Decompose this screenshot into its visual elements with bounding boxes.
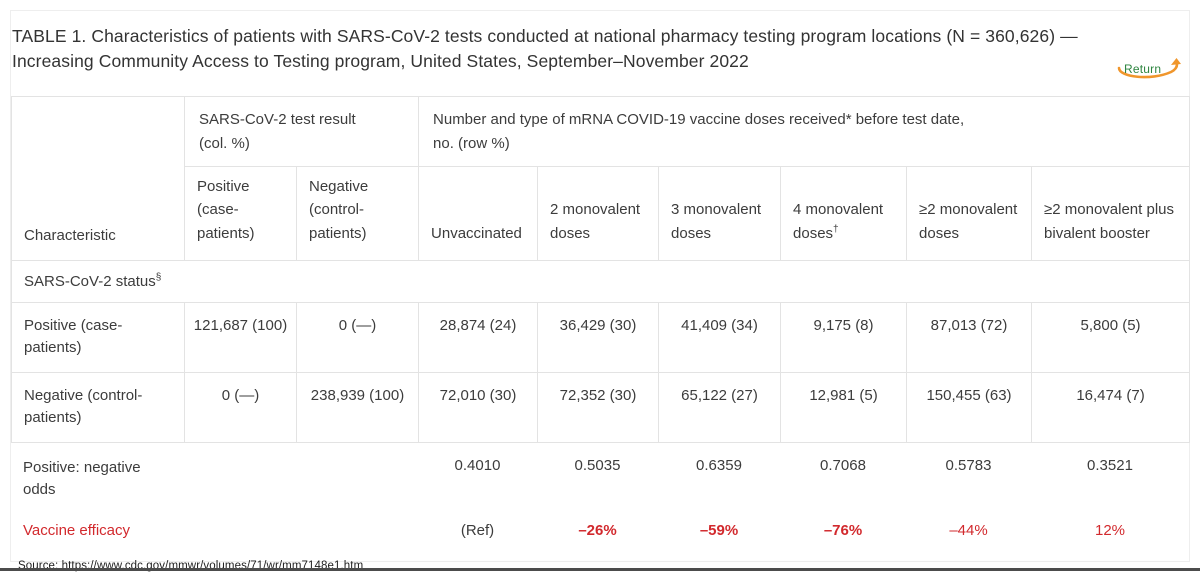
data-cell: 36,429 (30) bbox=[537, 301, 660, 373]
table-row-negative: Negative (control-patients) 0 (—) 238,93… bbox=[11, 371, 1191, 443]
col-header-sup: † bbox=[833, 223, 839, 235]
odds-row: Positive: negative odds 0.4010 0.5035 0.… bbox=[11, 443, 1189, 516]
data-cell: 16,474 (7) bbox=[1031, 371, 1191, 443]
col-header-negative: Negative (control-patients) bbox=[295, 166, 420, 261]
table-card: TABLE 1. Characteristics of patients wit… bbox=[10, 10, 1191, 562]
row-label: Positive (case-patients) bbox=[11, 301, 185, 373]
data-cell: –26% bbox=[578, 521, 617, 539]
group-header-row: Characteristic SARS-CoV-2 test result (c… bbox=[11, 96, 1191, 261]
col-header-ge2-monovalent: ≥2 monovalent doses bbox=[906, 166, 1033, 261]
col-header-label: Negative (control-patients) bbox=[309, 178, 369, 242]
group-header-line: SARS-CoV-2 test result bbox=[199, 111, 356, 129]
data-cell: 5,800 (5) bbox=[1031, 301, 1191, 373]
col-header-label: ≥2 monovalent plus bivalent booster bbox=[1044, 201, 1174, 242]
section-sup: § bbox=[155, 271, 162, 283]
data-cell: 41,409 (34) bbox=[658, 301, 782, 373]
group-header-line: (col. %) bbox=[199, 134, 250, 152]
data-cell: 0.6359 bbox=[696, 456, 742, 474]
return-link[interactable]: Return bbox=[1115, 56, 1185, 86]
row-label: Vaccine efficacy bbox=[23, 521, 130, 539]
col-header-2-monovalent: 2 monovalent doses bbox=[537, 166, 660, 261]
data-cell: 12% bbox=[1094, 521, 1126, 539]
empty-cell bbox=[184, 516, 296, 561]
data-cell: 0.5783 bbox=[945, 456, 992, 474]
title-block: TABLE 1. Characteristics of patients wit… bbox=[11, 11, 1189, 96]
group-header-test-result: SARS-CoV-2 test result (col. %) bbox=[183, 96, 420, 167]
row-label: Negative (control-patients) bbox=[11, 371, 185, 443]
bottom-divider bbox=[0, 568, 1200, 571]
sub-header-row: Positive (case-patients) Negative (contr… bbox=[12, 166, 1191, 261]
col-header-4-monovalent: 4 monovalent doses† bbox=[780, 166, 908, 261]
data-cell bbox=[296, 443, 418, 516]
data-cell: 0 (—) bbox=[184, 371, 297, 443]
table-title: TABLE 1. Characteristics of patients wit… bbox=[12, 26, 1078, 72]
data-cell: 65,122 (27) bbox=[658, 371, 782, 443]
col-header-ge2-plus-bivalent: ≥2 monovalent plus bivalent booster bbox=[1031, 166, 1191, 261]
return-arrow-icon bbox=[1117, 58, 1181, 79]
data-cell: 72,352 (30) bbox=[537, 371, 660, 443]
summary-rows: Positive: negative odds 0.4010 0.5035 0.… bbox=[11, 443, 1189, 561]
data-cell: 0.3521 bbox=[1087, 456, 1133, 474]
group-header-doses: Number and type of mRNA COVID-19 vaccine… bbox=[418, 96, 1191, 167]
data-cell: 87,013 (72) bbox=[906, 301, 1033, 373]
col-header-label: Unvaccinated bbox=[431, 224, 522, 242]
data-cell: 238,939 (100) bbox=[295, 371, 420, 443]
col-header-label: 4 monovalent doses bbox=[793, 201, 884, 242]
return-label: Return bbox=[1124, 62, 1162, 76]
col-header-label: 3 monovalent doses bbox=[671, 201, 762, 242]
section-label: SARS-CoV-2 status§ bbox=[10, 259, 1191, 303]
data-cell: 28,874 (24) bbox=[418, 301, 539, 373]
col-header-label: Positive (case-patients) bbox=[197, 178, 255, 242]
data-cell: 0.7068 bbox=[820, 456, 866, 474]
data-cell: 121,687 (100) bbox=[184, 301, 297, 373]
col-header-unvaccinated: Unvaccinated bbox=[418, 166, 539, 261]
data-cell bbox=[184, 443, 296, 516]
section-text: SARS-CoV-2 status bbox=[24, 272, 156, 290]
data-cell: 0.5035 bbox=[574, 456, 621, 474]
empty-cell bbox=[296, 516, 418, 561]
data-cell: 72,010 (30) bbox=[418, 371, 539, 443]
data-cell: 12,981 (5) bbox=[780, 371, 908, 443]
group-header-line: Number and type of mRNA COVID-19 vaccine… bbox=[433, 111, 965, 129]
data-cell: –44% bbox=[949, 521, 988, 539]
row-label: Positive: negative odds bbox=[23, 458, 141, 499]
col-header-characteristic: Characteristic bbox=[11, 96, 185, 261]
col-header-label: 2 monovalent doses bbox=[550, 201, 641, 242]
characteristics-table: Characteristic SARS-CoV-2 test result (c… bbox=[10, 96, 1191, 443]
col-header-label: Characteristic bbox=[24, 226, 116, 244]
table-row-positive: Positive (case-patients) 121,687 (100) 0… bbox=[11, 301, 1191, 373]
vaccine-efficacy-row: Vaccine efficacy (Ref) –26% –59% –76% –4… bbox=[11, 516, 1189, 561]
data-cell: 150,455 (63) bbox=[906, 371, 1033, 443]
data-cell: 0.4010 bbox=[454, 456, 501, 474]
col-header-positive: Positive (case-patients) bbox=[184, 166, 297, 261]
data-cell: 0 (—) bbox=[295, 301, 420, 373]
data-cell: –59% bbox=[699, 521, 739, 539]
col-header-3-monovalent: 3 monovalent doses bbox=[658, 166, 782, 261]
data-cell: 9,175 (8) bbox=[780, 301, 908, 373]
col-header-label: ≥2 monovalent doses bbox=[919, 201, 1018, 242]
group-header-line: no. (row %) bbox=[433, 134, 510, 152]
data-cell: –76% bbox=[823, 521, 863, 539]
data-cell: (Ref) bbox=[460, 521, 495, 539]
section-row: SARS-CoV-2 status§ bbox=[10, 259, 1191, 303]
